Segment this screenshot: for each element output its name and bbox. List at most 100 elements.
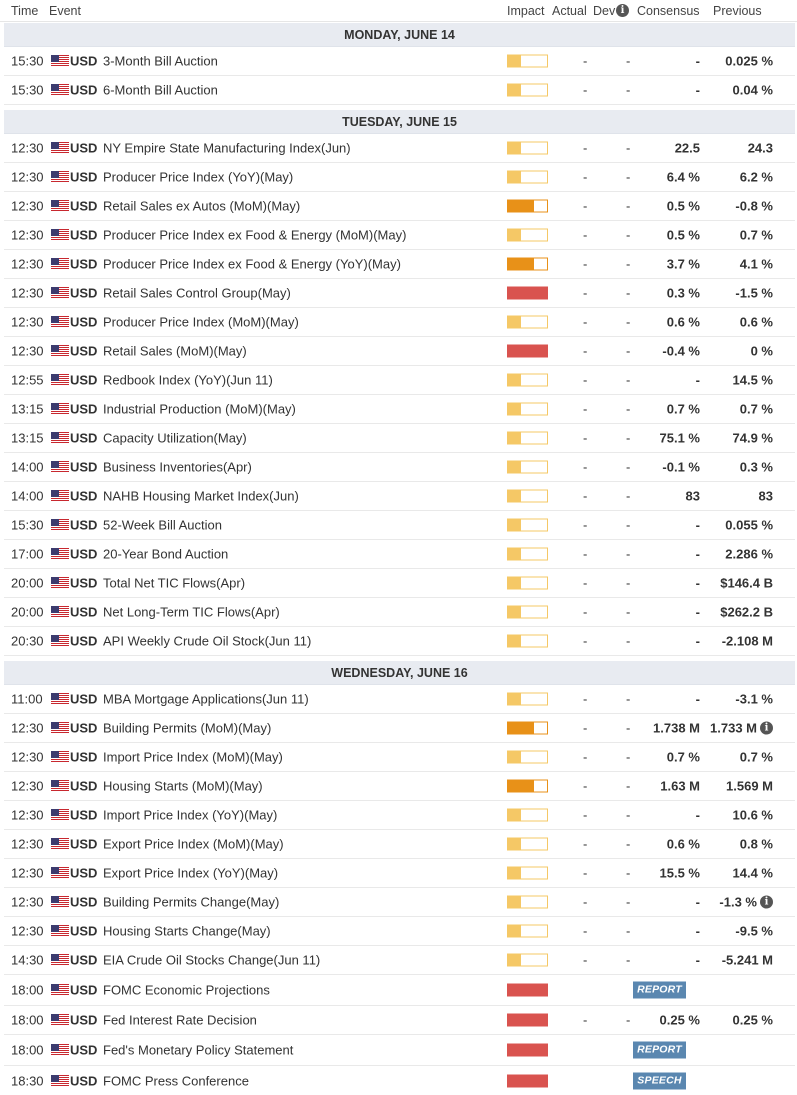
event-consensus: 0.7 % (666, 749, 700, 765)
event-time: 13:15 (11, 430, 44, 446)
event-row[interactable]: 13:15 USD Industrial Production (MoM)(May)… (4, 395, 795, 424)
event-row[interactable]: 18:30 USD FOMC Press Conference SPEECH (4, 1066, 795, 1095)
event-row[interactable]: 12:30 USD Export Price Index (YoY)(May) - - 1… (4, 859, 795, 888)
event-row[interactable]: 12:30 USD Retail Sales (MoM)(May) - - -0.4 % 0… (4, 337, 795, 366)
revision-info-icon[interactable]: i (760, 895, 773, 909)
event-row[interactable]: 17:00 USD 20-Year Bond Auction - - - 2.286 % (4, 540, 795, 569)
event-row[interactable]: 18:00 USD FOMC Economic Projections REPORT (4, 975, 795, 1006)
event-actual: - (583, 865, 588, 881)
event-name[interactable]: FOMC Economic Projections (103, 982, 270, 998)
event-row[interactable]: 12:30 USD Export Price Index (MoM)(May) - - 0… (4, 830, 795, 859)
event-name[interactable]: Retail Sales Control Group(May) (103, 285, 291, 301)
event-name[interactable]: NY Empire State Manufacturing Index(Jun) (103, 140, 351, 156)
event-row[interactable]: 12:55 USD Redbook Index (YoY)(Jun 11) - - - 14… (4, 366, 795, 395)
event-name[interactable]: EIA Crude Oil Stocks Change(Jun 11) (103, 952, 321, 968)
event-name[interactable]: 20-Year Bond Auction (103, 546, 229, 562)
event-row[interactable]: 12:30 USD Import Price Index (YoY)(May) - - -… (4, 801, 795, 830)
event-name[interactable]: Total Net TIC Flows(Apr) (103, 575, 246, 591)
event-previous: 0.7 % (739, 749, 773, 765)
event-name[interactable]: 6-Month Bill Auction (103, 82, 218, 98)
event-name[interactable]: Producer Price Index (MoM)(May) (103, 314, 299, 330)
impact-fill (508, 142, 521, 154)
event-name[interactable]: Building Permits Change(May) (103, 894, 280, 910)
us-flag-icon (51, 1014, 69, 1026)
event-row[interactable]: 12:30 USD Housing Starts Change(May) - - - -9.… (4, 917, 795, 946)
event-name[interactable]: NAHB Housing Market Index(Jun) (103, 488, 299, 504)
event-row[interactable]: 11:00 USD MBA Mortgage Applications(Jun 11… (4, 685, 795, 714)
event-consensus: 3.7 % (666, 256, 700, 272)
event-previous: -1.5 % (735, 285, 773, 301)
event-name[interactable]: 3-Month Bill Auction (103, 53, 218, 69)
event-row[interactable]: 18:00 USD Fed Interest Rate Decision - - 0.25… (4, 1006, 795, 1035)
event-actual: - (583, 1012, 588, 1028)
event-name[interactable]: Producer Price Index ex Food & Energy (M… (103, 227, 407, 243)
us-flag-icon (51, 258, 69, 270)
event-row[interactable]: 12:30 USD Producer Price Index (MoM)(May) -… (4, 308, 795, 337)
event-name[interactable]: Business Inventories(Apr) (103, 459, 252, 475)
event-name[interactable]: Net Long-Term TIC Flows(Apr) (103, 604, 280, 620)
event-name[interactable]: Fed Interest Rate Decision (103, 1012, 257, 1028)
revision-info-icon[interactable]: i (760, 721, 773, 735)
event-row[interactable]: 12:30 USD Producer Price Index ex Food & E… (4, 221, 795, 250)
impact-meter (507, 808, 548, 822)
event-row[interactable]: 12:30 USD Retail Sales Control Group(May) -… (4, 279, 795, 308)
event-row[interactable]: 14:00 USD Business Inventories(Apr) - - -0.1 … (4, 453, 795, 482)
event-name[interactable]: Fed's Monetary Policy Statement (103, 1042, 294, 1058)
report-button[interactable]: REPORT (633, 981, 686, 999)
speech-button[interactable]: SPEECH (633, 1072, 686, 1090)
event-name[interactable]: API Weekly Crude Oil Stock(Jun 11) (103, 633, 312, 649)
event-name[interactable]: Housing Starts (MoM)(May) (103, 778, 263, 794)
event-row[interactable]: 12:30 USD Retail Sales ex Autos (MoM)(May)… (4, 192, 795, 221)
event-name[interactable]: Building Permits (MoM)(May) (103, 720, 272, 736)
event-name[interactable]: Import Price Index (MoM)(May) (103, 749, 283, 765)
info-icon[interactable]: i (616, 4, 629, 17)
impact-fill (508, 258, 534, 270)
event-row[interactable]: 20:00 USD Net Long-Term TIC Flows(Apr) - - - $… (4, 598, 795, 627)
event-row[interactable]: 15:30 USD 6-Month Bill Auction - - - 0.04 % (4, 76, 795, 105)
event-row[interactable]: 13:15 USD Capacity Utilization(May) - - 75.1 … (4, 424, 795, 453)
event-name[interactable]: Retail Sales ex Autos (MoM)(May) (103, 198, 301, 214)
event-row[interactable]: 20:30 USD API Weekly Crude Oil Stock(Jun 1… (4, 627, 795, 656)
us-flag-icon (51, 838, 69, 850)
event-name[interactable]: Import Price Index (YoY)(May) (103, 807, 278, 823)
event-row[interactable]: 12:30 USD NY Empire State Manufacturing In… (4, 134, 795, 163)
event-consensus: - (695, 923, 700, 939)
event-name[interactable]: Retail Sales (MoM)(May) (103, 343, 247, 359)
event-row[interactable]: 12:30 USD Building Permits (MoM)(May) - - 1.7… (4, 714, 795, 743)
event-previous: -9.5 % (735, 923, 773, 939)
event-row[interactable]: 15:30 USD 3-Month Bill Auction - - - 0.025 % (4, 47, 795, 76)
event-name[interactable]: Capacity Utilization(May) (103, 430, 247, 446)
event-name[interactable]: Producer Price Index ex Food & Energy (Y… (103, 256, 401, 272)
report-button[interactable]: REPORT (633, 1041, 686, 1059)
event-name[interactable]: Producer Price Index (YoY)(May) (103, 169, 294, 185)
event-previous: 0.8 % (739, 836, 773, 852)
event-deviation: - (626, 1012, 631, 1028)
event-row[interactable]: 12:30 USD Producer Price Index ex Food & E… (4, 250, 795, 279)
event-name[interactable]: MBA Mortgage Applications(Jun 11) (103, 691, 309, 707)
event-name[interactable]: Export Price Index (MoM)(May) (103, 836, 284, 852)
event-name[interactable]: FOMC Press Conference (103, 1073, 249, 1089)
event-name[interactable]: Redbook Index (YoY)(Jun 11) (103, 372, 273, 388)
event-name[interactable]: Export Price Index (YoY)(May) (103, 865, 279, 881)
us-flag-icon (51, 229, 69, 241)
event-row[interactable]: 20:00 USD Total Net TIC Flows(Apr) - - - $146.… (4, 569, 795, 598)
event-row[interactable]: 14:30 USD EIA Crude Oil Stocks Change(Jun … (4, 946, 795, 975)
event-row[interactable]: 15:30 USD 52-Week Bill Auction - - - 0.055 % (4, 511, 795, 540)
impact-fill (508, 548, 521, 560)
event-currency: USD (70, 488, 98, 504)
event-name[interactable]: 52-Week Bill Auction (103, 517, 222, 533)
event-row[interactable]: 12:30 USD Producer Price Index (YoY)(May) -… (4, 163, 795, 192)
impact-fill (508, 925, 521, 937)
event-currency: USD (70, 343, 98, 359)
event-row[interactable]: 18:00 USD Fed's Monetary Policy Statement R… (4, 1035, 795, 1066)
event-consensus: - (695, 604, 700, 620)
event-name[interactable]: Housing Starts Change(May) (103, 923, 271, 939)
us-flag-icon (51, 432, 69, 444)
event-name[interactable]: Industrial Production (MoM)(May) (103, 401, 296, 417)
event-row[interactable]: 12:30 USD Housing Starts (MoM)(May) - - 1.63 … (4, 772, 795, 801)
event-row[interactable]: 12:30 USD Import Price Index (MoM)(May) - - 0… (4, 743, 795, 772)
event-row[interactable]: 12:30 USD Building Permits Change(May) - - - -… (4, 888, 795, 917)
event-deviation: - (626, 836, 631, 852)
impact-meter (507, 634, 548, 648)
event-row[interactable]: 14:00 USD NAHB Housing Market Index(Jun) - -… (4, 482, 795, 511)
